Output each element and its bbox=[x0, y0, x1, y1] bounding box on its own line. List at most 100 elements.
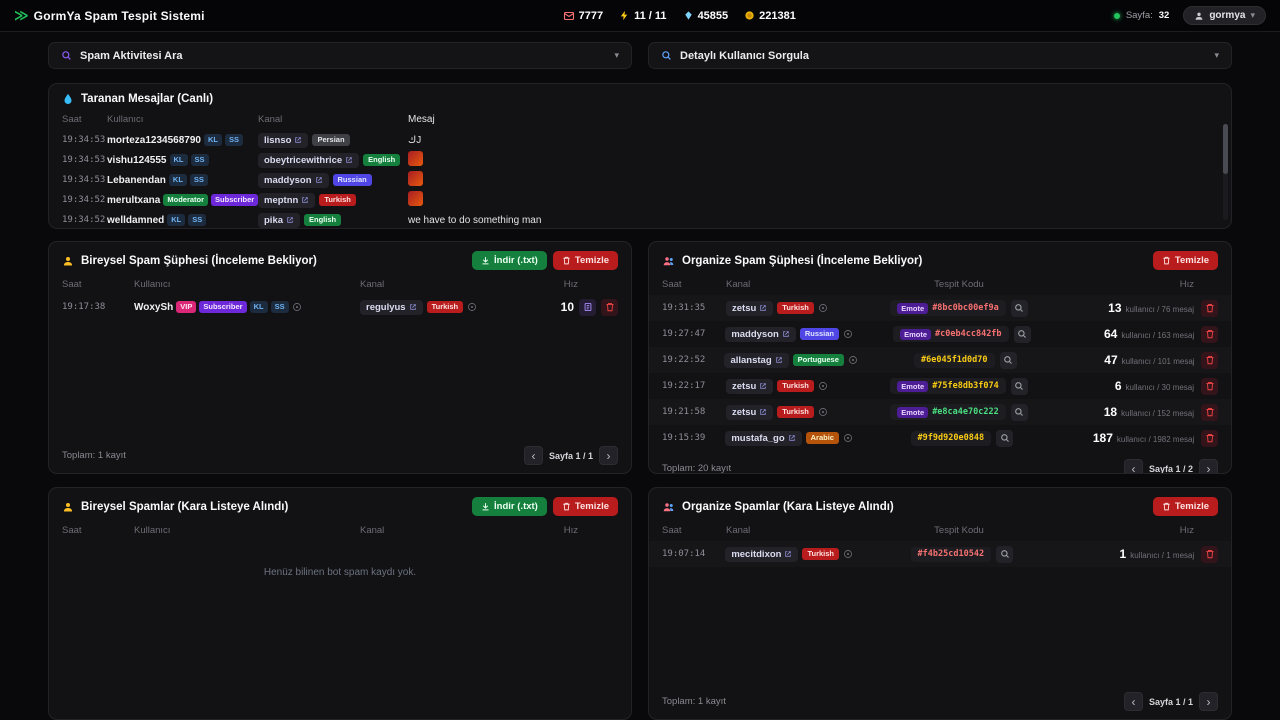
username[interactable]: welldamned bbox=[107, 214, 165, 226]
inspect-code-button[interactable] bbox=[996, 545, 1014, 563]
message-content: we have to do something man bbox=[408, 214, 542, 226]
watch-icon[interactable] bbox=[843, 329, 853, 339]
watch-icon[interactable] bbox=[843, 549, 853, 559]
inspect-code-button[interactable] bbox=[1010, 377, 1028, 395]
message-icon bbox=[563, 10, 575, 22]
delete-row-button[interactable] bbox=[1201, 403, 1218, 421]
download-txt-button[interactable]: İndir (.txt) bbox=[472, 497, 547, 516]
clear-list-button[interactable]: Temizle bbox=[552, 251, 618, 270]
user-menu[interactable]: gormya ▾ bbox=[1183, 6, 1266, 25]
username[interactable]: Lebanendan bbox=[107, 174, 166, 186]
channel-name: allanstag bbox=[730, 354, 772, 366]
gem-icon bbox=[683, 10, 694, 21]
message-user-cell: morteza1234568790 KL SS bbox=[107, 134, 258, 146]
page-label: Sayfa 1 / 2 bbox=[1148, 463, 1193, 474]
prev-page-button[interactable]: ‹ bbox=[1123, 692, 1143, 711]
channel-link[interactable]: obeytricewithrice bbox=[258, 152, 360, 168]
inspect-code-button[interactable] bbox=[1010, 403, 1028, 421]
channel-link[interactable]: mecitdixon bbox=[725, 546, 799, 562]
col-kanal: Kanal bbox=[726, 279, 751, 290]
external-link-icon bbox=[782, 330, 790, 338]
watch-icon[interactable] bbox=[818, 303, 828, 313]
message-time: 19:34:52 bbox=[62, 195, 106, 205]
actions-cell bbox=[1195, 351, 1218, 369]
clear-list-button[interactable]: Temizle bbox=[552, 497, 618, 516]
download-txt-button[interactable]: İndir (.txt) bbox=[472, 251, 547, 270]
stat-gems-value: 45855 bbox=[697, 9, 729, 22]
delete-row-button[interactable] bbox=[1201, 325, 1218, 343]
next-page-button[interactable]: › bbox=[1199, 692, 1218, 711]
channel-link[interactable]: regulyus bbox=[360, 299, 423, 315]
scrollbar[interactable] bbox=[1223, 124, 1228, 220]
external-link-icon bbox=[759, 304, 767, 312]
watch-icon[interactable] bbox=[848, 355, 858, 365]
inspect-code-button[interactable] bbox=[1013, 325, 1031, 343]
watch-icon[interactable] bbox=[818, 381, 828, 391]
user-badge-ss: SS bbox=[224, 134, 243, 146]
channel-link[interactable]: zetsu bbox=[726, 404, 774, 420]
next-page-button[interactable]: › bbox=[599, 446, 618, 465]
delete-row-button[interactable] bbox=[1201, 545, 1218, 563]
username[interactable]: vishu124555 bbox=[107, 154, 167, 166]
speed-value: 10 bbox=[560, 300, 574, 314]
inspect-code-button[interactable] bbox=[1010, 299, 1028, 317]
message-channel-cell: lisnso Persian bbox=[258, 132, 408, 148]
channel-link[interactable]: mustafa_go bbox=[725, 430, 802, 446]
detection-code: #6e045f1d0d70 bbox=[913, 352, 995, 368]
channel-link[interactable]: lisnso bbox=[258, 132, 309, 148]
stat-messages-value: 7777 bbox=[578, 9, 604, 22]
channel-cell: zetsu Turkish bbox=[726, 378, 849, 394]
delete-row-button[interactable] bbox=[1201, 299, 1218, 317]
prev-page-button[interactable]: ‹ bbox=[1123, 459, 1143, 473]
accordion-label: Spam Aktivitesi Ara bbox=[80, 49, 183, 62]
prev-page-button[interactable]: ‹ bbox=[523, 446, 543, 465]
user-query-accordion[interactable]: Detaylı Kullanıcı Sorgula ▾ bbox=[648, 42, 1232, 69]
clear-list-button[interactable]: Temizle bbox=[1152, 251, 1218, 270]
username[interactable]: WoxySh bbox=[134, 301, 174, 313]
panel-title: Organize Spamlar (Kara Listeye Alındı) bbox=[682, 500, 894, 513]
channel-link[interactable]: zetsu bbox=[726, 300, 774, 316]
channel-link[interactable]: zetsu bbox=[726, 378, 774, 394]
language-badge: Turkish bbox=[777, 405, 814, 419]
external-link-icon bbox=[759, 408, 767, 416]
channel-link[interactable]: maddyson bbox=[725, 326, 796, 342]
col-saat: Saat bbox=[662, 525, 682, 536]
detection-code-value: #8bc0bc00ef9a bbox=[932, 303, 999, 313]
delete-row-button[interactable] bbox=[1201, 377, 1218, 395]
watch-icon[interactable] bbox=[818, 407, 828, 417]
delete-row-button[interactable] bbox=[601, 298, 618, 316]
speed-detail: kullanıcı / 163 mesaj bbox=[1121, 331, 1195, 340]
trash-icon bbox=[562, 502, 571, 511]
speed-detail: kullanıcı / 1 mesaj bbox=[1130, 551, 1195, 560]
username[interactable]: morteza1234568790 bbox=[107, 134, 201, 146]
delete-row-button[interactable] bbox=[1201, 351, 1218, 369]
clear-list-button[interactable]: Temizle bbox=[1152, 497, 1218, 516]
watch-icon[interactable] bbox=[292, 302, 302, 312]
spam-activity-search-accordion[interactable]: Spam Aktivitesi Ara ▾ bbox=[48, 42, 632, 69]
user-badge-kl: KL bbox=[168, 174, 187, 186]
watch-icon[interactable] bbox=[843, 433, 853, 443]
stat-coins-value: 221381 bbox=[759, 9, 796, 22]
inspect-code-button[interactable] bbox=[996, 429, 1014, 447]
username[interactable]: merultxana bbox=[107, 194, 161, 206]
panel-actions: Temizle bbox=[1152, 497, 1218, 516]
panel-actions: İndir (.txt) Temizle bbox=[472, 251, 618, 270]
next-page-button[interactable]: › bbox=[1199, 459, 1218, 473]
inspect-code-button[interactable] bbox=[999, 351, 1017, 369]
channel-link[interactable]: meptnn bbox=[258, 192, 316, 208]
scrollbar-thumb[interactable] bbox=[1223, 124, 1228, 174]
external-link-icon bbox=[759, 382, 767, 390]
channel-link[interactable]: allanstag bbox=[724, 352, 789, 368]
user-badge-kl: KL bbox=[249, 301, 268, 313]
channel-link[interactable]: maddyson bbox=[258, 172, 329, 188]
message-log-button[interactable] bbox=[579, 298, 596, 316]
watch-icon[interactable] bbox=[467, 302, 477, 312]
delete-row-button[interactable] bbox=[1201, 429, 1218, 447]
stat-health-value: 11 / 11 bbox=[634, 9, 667, 22]
person-icon bbox=[62, 501, 74, 513]
page-label: Sayfa 1 / 1 bbox=[548, 450, 593, 461]
external-link-icon bbox=[286, 216, 294, 224]
channel-link[interactable]: pika bbox=[258, 212, 301, 228]
user-badge-ss: SS bbox=[189, 174, 208, 186]
trash-icon bbox=[1162, 256, 1171, 265]
